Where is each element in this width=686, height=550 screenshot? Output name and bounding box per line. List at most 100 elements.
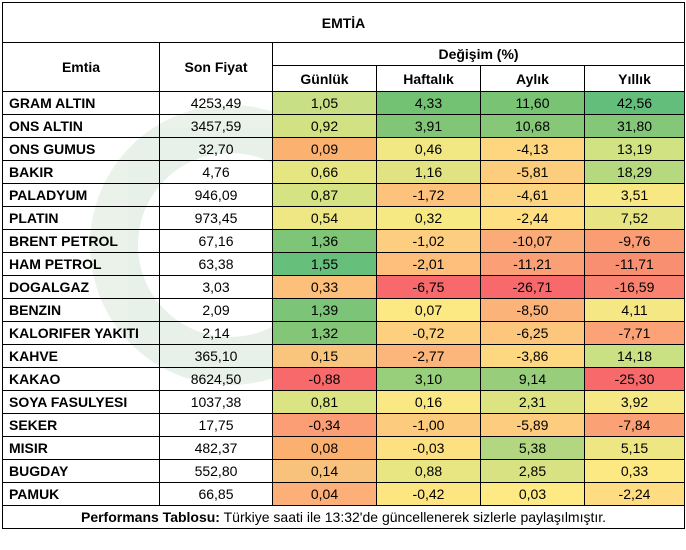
yearly-change-cell: 0,33: [583, 459, 686, 483]
daily-change-cell: 1,39: [272, 298, 377, 322]
table-row: KAHVE 365,10 0,15 -2,77 -3,86 14,18: [2, 344, 686, 368]
table-title: EMTİA: [1, 2, 686, 43]
monthly-change-cell: -26,71: [480, 275, 585, 299]
monthly-change-cell: -5,89: [480, 413, 585, 437]
monthly-change-cell: 5,38: [480, 436, 585, 460]
monthly-change-cell: 2,31: [480, 390, 585, 414]
weekly-change-cell: 4,33: [376, 91, 481, 115]
table-row: ONS ALTIN 3457,59 0,92 3,91 10,68 31,80: [2, 114, 686, 138]
header-commodity: Emtia: [2, 42, 160, 92]
monthly-change-cell: -11,21: [480, 252, 585, 276]
daily-change-cell: 0,92: [272, 114, 377, 138]
last-price-cell: 2,09: [159, 298, 273, 322]
weekly-change-cell: 0,16: [376, 390, 481, 414]
yearly-change-cell: -16,59: [583, 275, 686, 299]
table-row: ONS GUMUS 32,70 0,09 0,46 -4,13 13,19: [2, 137, 686, 161]
last-price-cell: 365,10: [159, 344, 273, 368]
weekly-change-cell: -0,42: [376, 482, 481, 506]
weekly-change-cell: -2,01: [376, 252, 481, 276]
header-yearly: Yıllık: [583, 65, 686, 92]
commodity-name-cell: PAMUK: [2, 482, 160, 506]
last-price-cell: 66,85: [159, 482, 273, 506]
yearly-change-cell: -25,30: [583, 367, 686, 391]
weekly-change-cell: 3,10: [376, 367, 481, 391]
daily-change-cell: 0,08: [272, 436, 377, 460]
yearly-change-cell: -11,71: [583, 252, 686, 276]
last-price-cell: 946,09: [159, 183, 273, 207]
header-last-price: Son Fiyat: [159, 42, 273, 92]
footer-note: Performans Tablosu: Türkiye saati ile 13…: [1, 505, 686, 529]
daily-change-cell: 0,66: [272, 160, 377, 184]
monthly-change-cell: 2,85: [480, 459, 585, 483]
commodity-name-cell: KALORIFER YAKITI: [2, 321, 160, 345]
table-row: KAKAO 8624,50 -0,88 3,10 9,14 -25,30: [2, 367, 686, 391]
commodity-name-cell: BUGDAY: [2, 459, 160, 483]
weekly-change-cell: 0,46: [376, 137, 481, 161]
commodity-name-cell: ONS ALTIN: [2, 114, 160, 138]
last-price-cell: 8624,50: [159, 367, 273, 391]
daily-change-cell: 1,32: [272, 321, 377, 345]
monthly-change-cell: 9,14: [480, 367, 585, 391]
monthly-change-cell: -4,13: [480, 137, 585, 161]
monthly-change-cell: 0,03: [480, 482, 585, 506]
last-price-cell: 552,80: [159, 459, 273, 483]
monthly-change-cell: -8,50: [480, 298, 585, 322]
monthly-change-cell: -4,61: [480, 183, 585, 207]
daily-change-cell: 0,81: [272, 390, 377, 414]
table-row: PALADYUM 946,09 0,87 -1,72 -4,61 3,51: [2, 183, 686, 207]
commodity-name-cell: BAKIR: [2, 160, 160, 184]
commodity-table: EMTİA Emtia Son Fiyat Değişim (%) Günlük…: [1, 2, 686, 529]
monthly-change-cell: -2,44: [480, 206, 585, 230]
last-price-cell: 32,70: [159, 137, 273, 161]
last-price-cell: 4253,49: [159, 91, 273, 115]
yearly-change-cell: -2,24: [583, 482, 686, 506]
weekly-change-cell: 3,91: [376, 114, 481, 138]
commodity-name-cell: HAM PETROL: [2, 252, 160, 276]
header-monthly: Aylık: [480, 65, 585, 92]
monthly-change-cell: -3,86: [480, 344, 585, 368]
last-price-cell: 3,03: [159, 275, 273, 299]
last-price-cell: 17,75: [159, 413, 273, 437]
table-row: BENZIN 2,09 1,39 0,07 -8,50 4,11: [2, 298, 686, 322]
weekly-change-cell: -6,75: [376, 275, 481, 299]
table-row: KALORIFER YAKITI 2,14 1,32 -0,72 -6,25 -7,71: [2, 321, 686, 345]
daily-change-cell: 0,15: [272, 344, 377, 368]
table-row: SOYA FASULYESI 1037,38 0,81 0,16 2,31 3,92: [2, 390, 686, 414]
yearly-change-cell: -9,76: [583, 229, 686, 253]
daily-change-cell: 1,36: [272, 229, 377, 253]
weekly-change-cell: -1,02: [376, 229, 481, 253]
last-price-cell: 63,38: [159, 252, 273, 276]
monthly-change-cell: -5,81: [480, 160, 585, 184]
daily-change-cell: 0,87: [272, 183, 377, 207]
commodity-name-cell: SEKER: [2, 413, 160, 437]
yearly-change-cell: 31,80: [583, 114, 686, 138]
weekly-change-cell: 0,32: [376, 206, 481, 230]
commodity-name-cell: PLATIN: [2, 206, 160, 230]
last-price-cell: 2,14: [159, 321, 273, 345]
yearly-change-cell: 3,51: [583, 183, 686, 207]
daily-change-cell: 0,09: [272, 137, 377, 161]
daily-change-cell: 0,33: [272, 275, 377, 299]
commodity-name-cell: DOGALGAZ: [2, 275, 160, 299]
last-price-cell: 4,76: [159, 160, 273, 184]
daily-change-cell: -0,34: [272, 413, 377, 437]
yearly-change-cell: -7,84: [583, 413, 686, 437]
weekly-change-cell: -2,77: [376, 344, 481, 368]
table-row: PLATIN 973,45 0,54 0,32 -2,44 7,52: [2, 206, 686, 230]
last-price-cell: 973,45: [159, 206, 273, 230]
commodity-name-cell: KAHVE: [2, 344, 160, 368]
commodity-name-cell: ONS GUMUS: [2, 137, 160, 161]
commodity-name-cell: BENZIN: [2, 298, 160, 322]
daily-change-cell: 0,14: [272, 459, 377, 483]
monthly-change-cell: 11,60: [480, 91, 585, 115]
commodity-name-cell: SOYA FASULYESI: [2, 390, 160, 414]
table-row: HAM PETROL 63,38 1,55 -2,01 -11,21 -11,71: [2, 252, 686, 276]
last-price-cell: 482,37: [159, 436, 273, 460]
footer-label: Performans Tablosu:: [80, 509, 220, 525]
yearly-change-cell: 42,56: [583, 91, 686, 115]
table-row: MISIR 482,37 0,08 -0,03 5,38 5,15: [2, 436, 686, 460]
daily-change-cell: 1,05: [272, 91, 377, 115]
yearly-change-cell: 18,29: [583, 160, 686, 184]
monthly-change-cell: -10,07: [480, 229, 585, 253]
weekly-change-cell: -1,72: [376, 183, 481, 207]
